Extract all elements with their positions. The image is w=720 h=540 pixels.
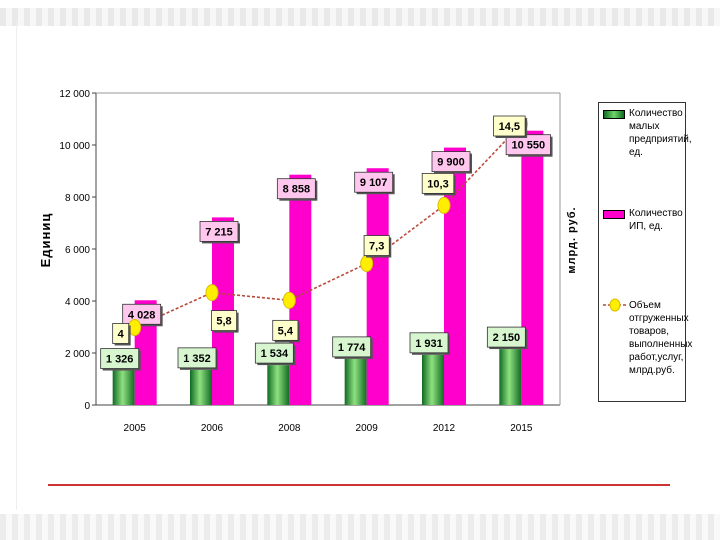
marker-volume xyxy=(360,255,374,273)
data-label-volume-box xyxy=(112,323,130,344)
data-label-ip-box xyxy=(431,151,471,173)
data-label-ip: 9 107 xyxy=(360,177,388,189)
legend-swatch-magenta xyxy=(603,210,625,219)
data-label-volume: 4 xyxy=(118,328,125,340)
data-label-volume: 5,8 xyxy=(216,316,231,328)
marker-volume xyxy=(282,291,296,309)
left-guide-line xyxy=(16,20,17,510)
data-label-ip: 9 900 xyxy=(437,157,465,169)
data-label-volume: 10,3 xyxy=(427,178,448,190)
bar-small-enterprises xyxy=(112,370,135,405)
data-label-small-enterprises: 1 774 xyxy=(338,342,366,354)
bar-ip xyxy=(289,174,312,405)
bar-small-enterprises xyxy=(267,365,290,405)
data-label-volume: 14,5 xyxy=(499,121,520,133)
bar-small-enterprises xyxy=(422,354,444,405)
y-tick-label: 0 xyxy=(84,401,90,412)
data-label-ip: 10 550 xyxy=(512,140,546,152)
x-tick-label: 2015 xyxy=(510,423,533,434)
data-label-volume-box xyxy=(363,235,390,256)
legend-swatch-green xyxy=(603,110,625,119)
bar-ip xyxy=(366,168,389,405)
data-label-small-enterprises: 1 352 xyxy=(183,353,211,365)
data-label-ip-box xyxy=(199,221,239,242)
y-tick-label: 4 000 xyxy=(65,297,90,308)
data-label-small-enterprises-box xyxy=(254,342,294,364)
data-label-ip-box xyxy=(505,134,551,156)
line-volume xyxy=(134,123,522,329)
data-label-ip-box xyxy=(122,303,162,325)
marker-volume xyxy=(205,284,219,302)
y-tick-label: 8 000 xyxy=(65,193,90,204)
data-label-small-enterprises: 1 931 xyxy=(415,338,443,350)
x-tick-label: 2008 xyxy=(278,423,301,434)
y-tick-label: 2 000 xyxy=(65,349,90,360)
y-tick-label: 6 000 xyxy=(65,245,90,256)
data-label-small-enterprises-box xyxy=(409,332,449,354)
data-label-small-enterprises-box xyxy=(100,348,140,369)
top-decor-stripe xyxy=(0,8,720,26)
legend-line-marker-icon xyxy=(603,298,627,312)
data-label-ip: 7 215 xyxy=(205,226,233,238)
x-tick-label: 2012 xyxy=(433,423,456,434)
legend: Количество малых предприятий, ед. Количе… xyxy=(598,102,693,402)
legend-label-volume: Объем отгруженных товаров, выполненных р… xyxy=(629,300,693,376)
data-label-volume-box xyxy=(493,115,526,137)
bar-ip xyxy=(521,130,544,405)
legend-label-small-enterprises: Количество малых предприятий, ед. xyxy=(629,108,692,158)
data-label-volume-box xyxy=(421,172,455,194)
y-axis-title-right: млрд. руб. xyxy=(566,206,578,274)
x-tick-label: 2005 xyxy=(124,423,147,434)
data-label-small-enterprises-box xyxy=(177,347,217,369)
x-tick-label: 2006 xyxy=(201,423,224,434)
data-label-ip-box xyxy=(354,171,394,193)
x-tick-label: 2009 xyxy=(356,423,379,434)
data-label-ip: 4 028 xyxy=(128,309,156,321)
data-label-volume: 7,3 xyxy=(369,241,384,253)
legend-label-ip: Количество ИП, ед. xyxy=(629,208,683,232)
data-label-ip: 8 858 xyxy=(283,184,311,196)
data-label-small-enterprises: 2 150 xyxy=(493,332,521,344)
data-label-small-enterprises: 1 534 xyxy=(261,348,289,360)
data-label-volume-box xyxy=(210,310,237,332)
bar-small-enterprises xyxy=(344,358,367,405)
data-label-volume: 5,4 xyxy=(278,325,294,337)
data-label-small-enterprises: 1 326 xyxy=(106,354,134,366)
data-label-volume-box xyxy=(272,319,299,341)
y-tick-label: 10 000 xyxy=(59,141,90,152)
y-axis-title-left: Единиц xyxy=(38,212,53,268)
data-label-small-enterprises-box xyxy=(486,326,526,348)
marker-volume xyxy=(437,196,451,214)
bar-small-enterprises xyxy=(499,349,522,405)
bottom-decor-stripe xyxy=(0,514,720,540)
data-label-ip-box xyxy=(276,178,316,200)
data-label-small-enterprises-box xyxy=(332,336,372,358)
bar-small-enterprises xyxy=(190,369,212,405)
footer-divider xyxy=(48,484,670,486)
y-tick-label: 12 000 xyxy=(59,89,90,100)
